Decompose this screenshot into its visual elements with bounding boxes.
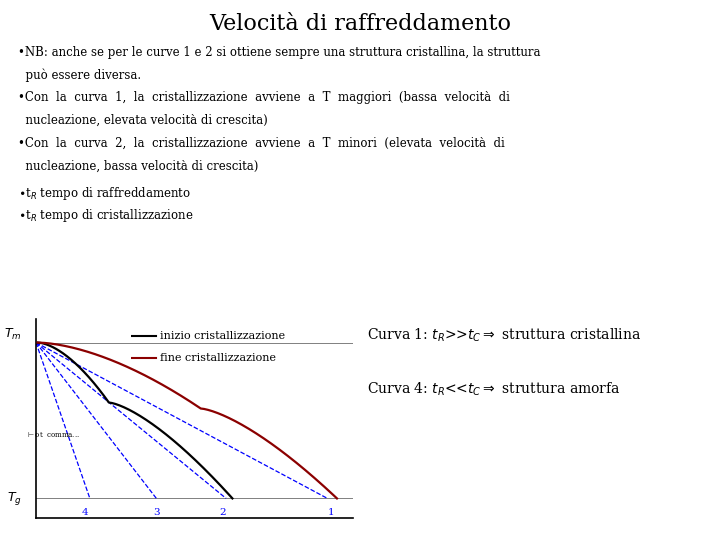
- Text: inizio cristallizzazione: inizio cristallizzazione: [160, 330, 285, 341]
- Text: 1: 1: [328, 509, 334, 517]
- Text: $\bullet$t$_R$ tempo di cristallizzazione: $\bullet$t$_R$ tempo di cristallizzazion…: [18, 207, 194, 224]
- Text: $\vdash$ot  comma...: $\vdash$ot comma...: [27, 430, 81, 439]
- Text: nucleazione, elevata velocità di crescita): nucleazione, elevata velocità di crescit…: [18, 114, 268, 127]
- Text: $\bullet$t$_R$ tempo di raffreddamento: $\bullet$t$_R$ tempo di raffreddamento: [18, 185, 191, 201]
- Text: Curva 1: $t_R$>>$t_C$$\Rightarrow$ struttura cristallina: Curva 1: $t_R$>>$t_C$$\Rightarrow$ strut…: [367, 326, 642, 343]
- Text: fine cristallizzazione: fine cristallizzazione: [160, 353, 276, 362]
- Text: •Con  la  curva  1,  la  cristallizzazione  avviene  a  T  maggiori  (bassa  vel: •Con la curva 1, la cristallizzazione av…: [18, 91, 510, 104]
- Text: •NB: anche se per le curve 1 e 2 si ottiene sempre una struttura cristallina, la: •NB: anche se per le curve 1 e 2 si otti…: [18, 46, 541, 59]
- Text: 4: 4: [82, 509, 89, 517]
- Text: •Con  la  curva  2,  la  cristallizzazione  avviene  a  T  minori  (elevata  vel: •Con la curva 2, la cristallizzazione av…: [18, 137, 505, 150]
- Text: Curva 4: $t_R$<<$t_C$$\Rightarrow$ struttura amorfa: Curva 4: $t_R$<<$t_C$$\Rightarrow$ strut…: [367, 380, 621, 397]
- Text: può essere diversa.: può essere diversa.: [18, 69, 141, 82]
- Text: 3: 3: [153, 509, 160, 517]
- Text: 2: 2: [220, 509, 226, 517]
- Text: $T_g$: $T_g$: [7, 490, 22, 507]
- Text: $T_m$: $T_m$: [4, 327, 22, 342]
- Text: Velocità di raffreddamento: Velocità di raffreddamento: [209, 14, 511, 36]
- Text: nucleazione, bassa velocità di crescita): nucleazione, bassa velocità di crescita): [18, 159, 258, 172]
